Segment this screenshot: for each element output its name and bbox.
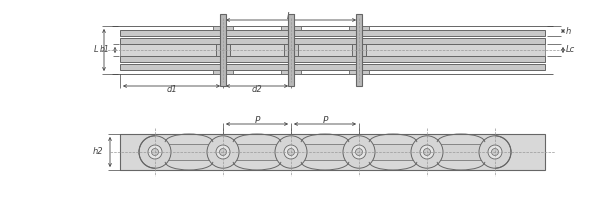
Text: Lc: Lc	[286, 12, 296, 21]
Ellipse shape	[355, 148, 362, 156]
Text: b1: b1	[99, 46, 109, 54]
Text: d2: d2	[251, 85, 262, 94]
Ellipse shape	[220, 148, 227, 156]
Ellipse shape	[411, 136, 443, 168]
Text: P: P	[254, 116, 260, 125]
Bar	[427, 144, 495, 160]
Text: d1: d1	[166, 85, 177, 94]
Bar	[213, 70, 233, 74]
Bar	[359, 38, 545, 44]
Bar	[223, 144, 291, 160]
Ellipse shape	[491, 148, 499, 156]
Text: L: L	[94, 46, 98, 54]
Ellipse shape	[284, 145, 298, 159]
Bar	[291, 44, 359, 56]
Bar	[281, 26, 301, 30]
Bar	[220, 14, 226, 86]
Bar	[352, 44, 366, 56]
Bar	[216, 44, 230, 56]
Bar	[223, 38, 291, 44]
Bar	[359, 144, 427, 160]
Ellipse shape	[151, 148, 158, 156]
Bar	[223, 56, 291, 62]
Bar	[349, 70, 369, 74]
Ellipse shape	[287, 148, 295, 156]
Bar	[291, 144, 359, 160]
Bar	[291, 56, 359, 62]
Text: Lc: Lc	[566, 46, 575, 54]
Ellipse shape	[207, 136, 239, 168]
Bar	[120, 38, 223, 44]
Bar	[359, 44, 545, 56]
Bar	[120, 56, 223, 62]
Bar	[213, 26, 233, 30]
Text: h: h	[566, 26, 571, 36]
Bar	[349, 26, 369, 30]
Bar	[120, 134, 545, 170]
Bar	[120, 64, 545, 70]
Ellipse shape	[424, 148, 431, 156]
Bar	[284, 44, 298, 56]
Text: P: P	[322, 116, 328, 125]
Ellipse shape	[343, 136, 375, 168]
Ellipse shape	[479, 136, 511, 168]
Bar	[155, 144, 223, 160]
Bar	[359, 56, 545, 62]
Ellipse shape	[216, 145, 230, 159]
Bar	[120, 44, 223, 56]
Ellipse shape	[420, 145, 434, 159]
Bar	[291, 38, 359, 44]
Bar	[223, 44, 291, 56]
Ellipse shape	[488, 145, 502, 159]
Ellipse shape	[275, 136, 307, 168]
Ellipse shape	[148, 145, 162, 159]
Bar	[288, 14, 294, 86]
Text: h2: h2	[92, 148, 103, 156]
Bar	[120, 30, 545, 36]
Bar	[281, 70, 301, 74]
Ellipse shape	[352, 145, 366, 159]
Ellipse shape	[139, 136, 171, 168]
Bar	[356, 14, 362, 86]
